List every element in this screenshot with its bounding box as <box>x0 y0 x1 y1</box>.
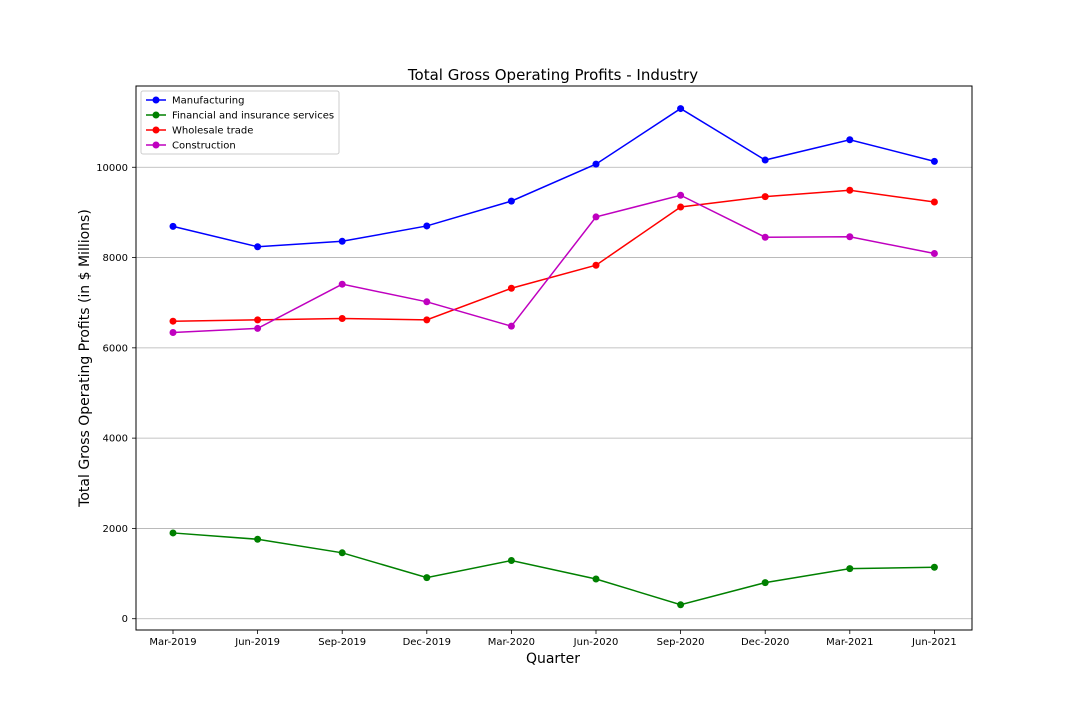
data-point <box>846 136 854 144</box>
legend-label: Financial and insurance services <box>172 111 334 122</box>
y-tick-label: 10000 <box>96 163 128 174</box>
y-tick-label: 0 <box>122 614 128 625</box>
data-point <box>761 193 769 201</box>
y-tick-label: 2000 <box>103 524 128 535</box>
legend-entry: Manufacturing <box>146 96 244 107</box>
legend-marker <box>152 126 160 134</box>
legend-entry: Wholesale trade <box>146 126 253 137</box>
legend-marker <box>152 141 160 149</box>
data-point <box>592 213 600 221</box>
series-construction <box>169 191 938 336</box>
y-tick-label: 6000 <box>103 343 128 354</box>
data-point <box>254 535 262 543</box>
data-point <box>592 575 600 583</box>
data-point <box>507 197 515 205</box>
data-point <box>846 186 854 194</box>
legend-box <box>140 90 340 155</box>
x-tick-label: Jun-2020 <box>573 637 619 648</box>
plot-area <box>135 85 973 631</box>
data-point <box>677 105 685 113</box>
legend: Manufacturing Financial and insurance ser… <box>140 90 340 155</box>
x-tick-label: Mar-2020 <box>488 637 535 648</box>
legend-entry: Financial and insurance services <box>146 111 334 122</box>
legend-label: Manufacturing <box>172 96 244 107</box>
grid-lines <box>136 166 972 620</box>
data-point <box>761 233 769 241</box>
data-point <box>169 317 177 325</box>
series-line <box>172 189 935 322</box>
x-tick-label: Dec-2020 <box>741 637 789 648</box>
x-tick-label: Sep-2020 <box>657 637 705 648</box>
series-line <box>172 107 935 248</box>
data-point <box>169 328 177 336</box>
data-point <box>338 549 346 557</box>
chart-title: Total Gross Operating Profits - Industry <box>407 66 698 84</box>
data-point <box>507 284 515 292</box>
series-manufacturing <box>169 105 938 251</box>
legend-marker <box>152 96 160 104</box>
x-tick-label: Sep-2019 <box>318 637 366 648</box>
data-point <box>169 222 177 230</box>
x-tick-label: Mar-2021 <box>826 637 873 648</box>
legend-label: Wholesale trade <box>172 126 253 137</box>
data-point <box>846 565 854 573</box>
data-point <box>930 157 938 165</box>
data-point <box>338 280 346 288</box>
data-point <box>423 574 431 582</box>
data-point <box>338 314 346 322</box>
legend-entry: Construction <box>146 141 236 152</box>
x-axis-label: Quarter <box>526 651 580 667</box>
series-line <box>172 194 935 334</box>
data-point <box>846 233 854 241</box>
series-financial-and-insurance-services <box>169 529 938 609</box>
y-tick-label: 4000 <box>103 434 128 445</box>
data-point <box>507 322 515 330</box>
y-axis-ticks: 0 2000 4000 6000 8000 10000 <box>96 163 136 625</box>
data-point <box>423 316 431 324</box>
y-tick-label: 8000 <box>103 253 128 264</box>
data-point <box>507 556 515 564</box>
data-point <box>169 529 177 537</box>
series-line <box>172 532 935 606</box>
data-point <box>930 198 938 206</box>
data-point <box>592 160 600 168</box>
series-wholesale-trade <box>169 186 938 325</box>
data-point <box>761 579 769 587</box>
x-tick-label: Jun-2021 <box>911 637 957 648</box>
data-point <box>254 324 262 332</box>
data-point <box>254 316 262 324</box>
data-point <box>677 601 685 609</box>
data-point <box>338 237 346 245</box>
data-point <box>761 156 769 164</box>
x-tick-label: Jun-2019 <box>234 637 280 648</box>
data-point <box>677 191 685 199</box>
series-lines <box>169 105 938 609</box>
y-axis-label: Total Gross Operating Profits (in $ Mill… <box>77 209 93 508</box>
legend-label: Construction <box>172 141 236 152</box>
data-point <box>930 563 938 571</box>
x-tick-label: Mar-2019 <box>149 637 196 648</box>
data-point <box>254 243 262 251</box>
data-point <box>423 222 431 230</box>
data-point <box>423 298 431 306</box>
x-tick-label: Dec-2019 <box>403 637 451 648</box>
data-point <box>592 261 600 269</box>
x-axis-ticks: Mar-2019 Jun-2019 Sep-2019 Dec-2019 Mar-2020… <box>149 630 957 648</box>
legend-marker <box>152 111 160 119</box>
data-point <box>930 249 938 257</box>
data-point <box>677 203 685 211</box>
